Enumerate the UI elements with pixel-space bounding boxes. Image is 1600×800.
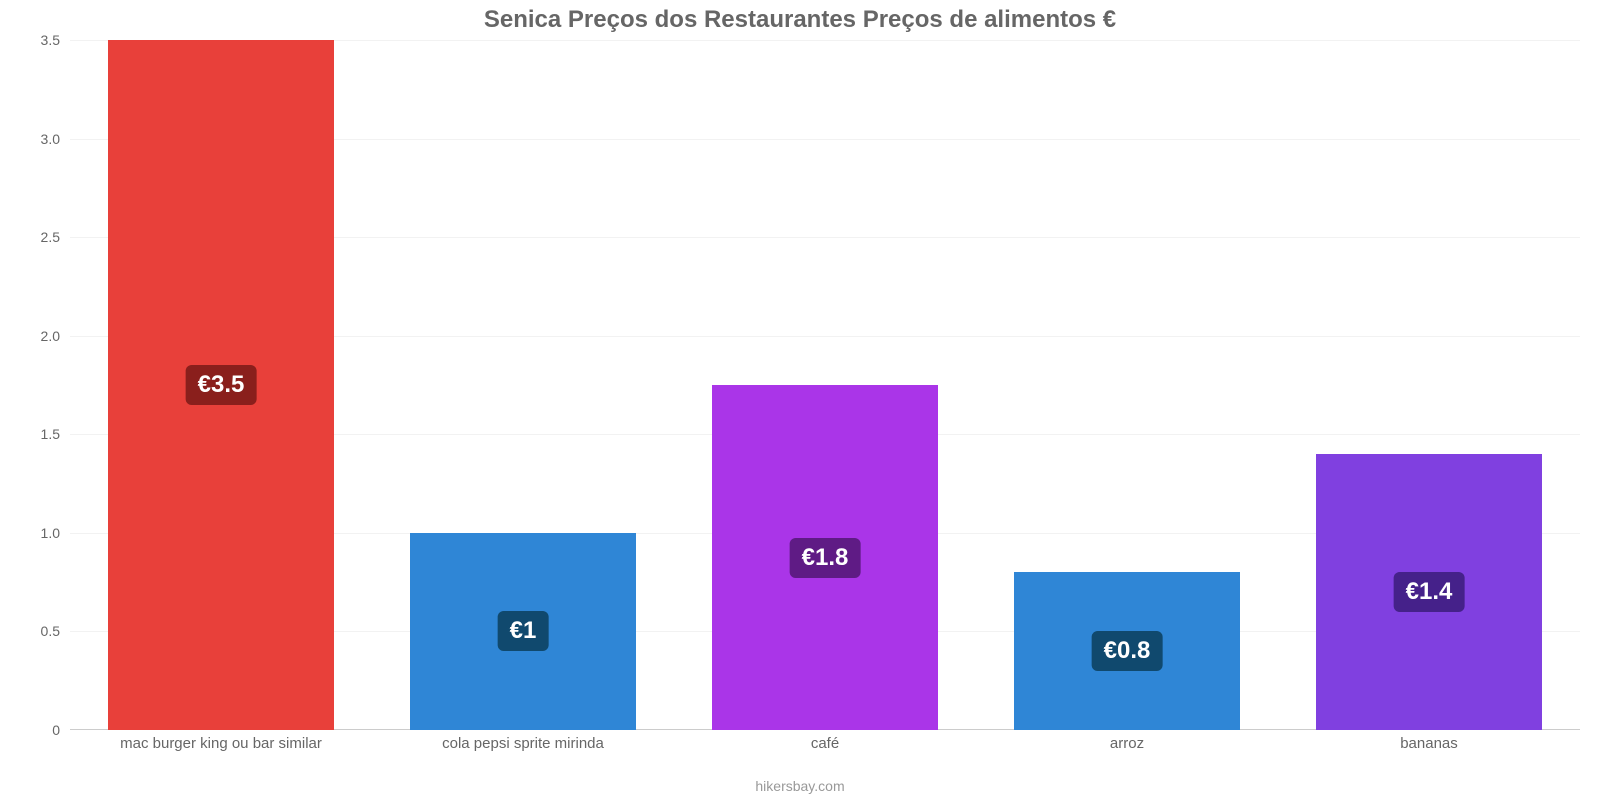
x-tick-label: arroz — [1110, 735, 1144, 752]
y-tick-label: 0.5 — [10, 623, 60, 639]
y-tick-label: 3.5 — [10, 32, 60, 48]
chart-title: Senica Preços dos Restaurantes Preços de… — [0, 6, 1600, 34]
plot-area: €3.5 €1 €1.8 €0.8 €1.4 — [70, 40, 1580, 730]
x-tick-label: café — [811, 735, 839, 752]
x-tick-label: bananas — [1400, 735, 1458, 752]
value-badge: €1 — [498, 611, 549, 651]
x-tick-label: cola pepsi sprite mirinda — [442, 735, 604, 752]
value-badge: €0.8 — [1092, 631, 1163, 671]
y-tick-label: 3.0 — [10, 131, 60, 147]
x-tick-label: mac burger king ou bar similar — [120, 735, 322, 752]
value-badge: €3.5 — [186, 365, 257, 405]
value-badge: €1.8 — [790, 538, 861, 578]
value-badge: €1.4 — [1394, 572, 1465, 612]
y-tick-label: 2.5 — [10, 229, 60, 245]
y-tick-label: 1.0 — [10, 525, 60, 541]
y-tick-label: 0 — [10, 722, 60, 738]
y-tick-label: 2.0 — [10, 328, 60, 344]
chart-credit: hikersbay.com — [0, 778, 1600, 794]
y-tick-label: 1.5 — [10, 426, 60, 442]
chart-container: Senica Preços dos Restaurantes Preços de… — [0, 0, 1600, 800]
